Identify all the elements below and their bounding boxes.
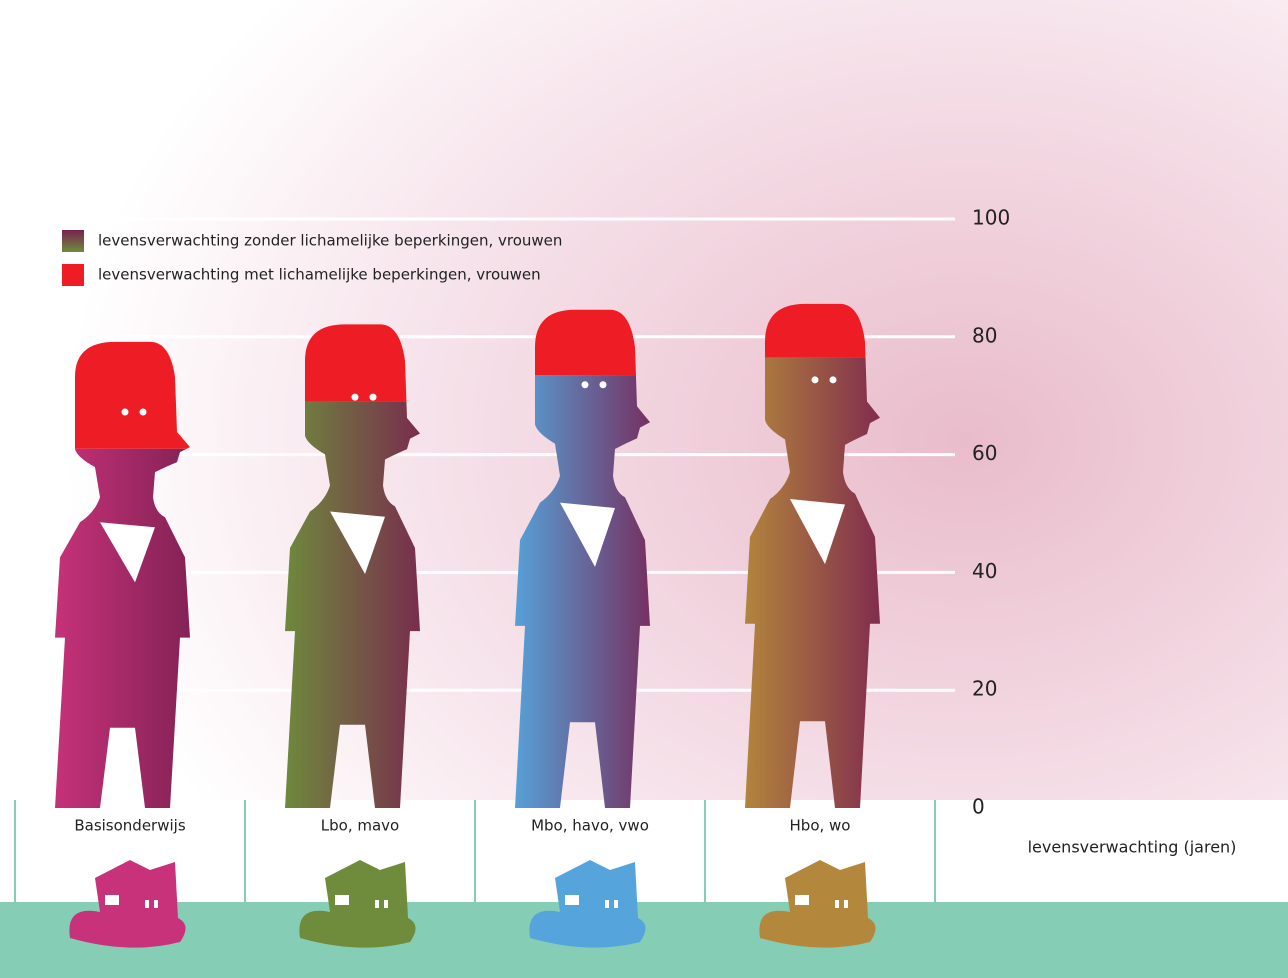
window [565, 895, 579, 905]
window [154, 900, 158, 908]
window [835, 900, 839, 908]
window [375, 900, 379, 908]
eye [582, 381, 589, 388]
y-tick-label: 0 [972, 795, 985, 819]
legend-label: levensverwachting zonder lichamelijke be… [98, 232, 562, 250]
y-tick-label: 80 [972, 323, 997, 347]
ground [0, 902, 1288, 978]
x-tick-label: Mbo, havo, vwo [531, 817, 649, 835]
eye [600, 381, 607, 388]
legend-label: levensverwachting met lichamelijke beper… [98, 266, 541, 284]
window [105, 895, 119, 905]
legend-swatch [62, 230, 84, 252]
window [384, 900, 388, 908]
y-tick-label: 20 [972, 677, 997, 701]
window [795, 895, 809, 905]
y-tick-label: 60 [972, 441, 997, 465]
eye [830, 376, 837, 383]
x-tick-label: Basisonderwijs [74, 817, 185, 835]
window [844, 900, 848, 908]
window [335, 895, 349, 905]
eye [122, 408, 129, 415]
x-tick-label: Hbo, wo [790, 817, 851, 835]
eye [352, 394, 359, 401]
window [145, 900, 149, 908]
eye [140, 408, 147, 415]
y-tick-label: 100 [972, 206, 1010, 230]
chart: 0 20 40 60 80 100 levensverwachting zonder lic… [0, 0, 1288, 978]
eye [370, 394, 377, 401]
legend-swatch [62, 264, 84, 286]
y-axis-label: levensverwachting (jaren) [1028, 838, 1237, 857]
window [605, 900, 609, 908]
y-tick-label: 40 [972, 559, 997, 583]
x-tick-label: Lbo, mavo [321, 817, 399, 835]
eye [812, 376, 819, 383]
window [614, 900, 618, 908]
